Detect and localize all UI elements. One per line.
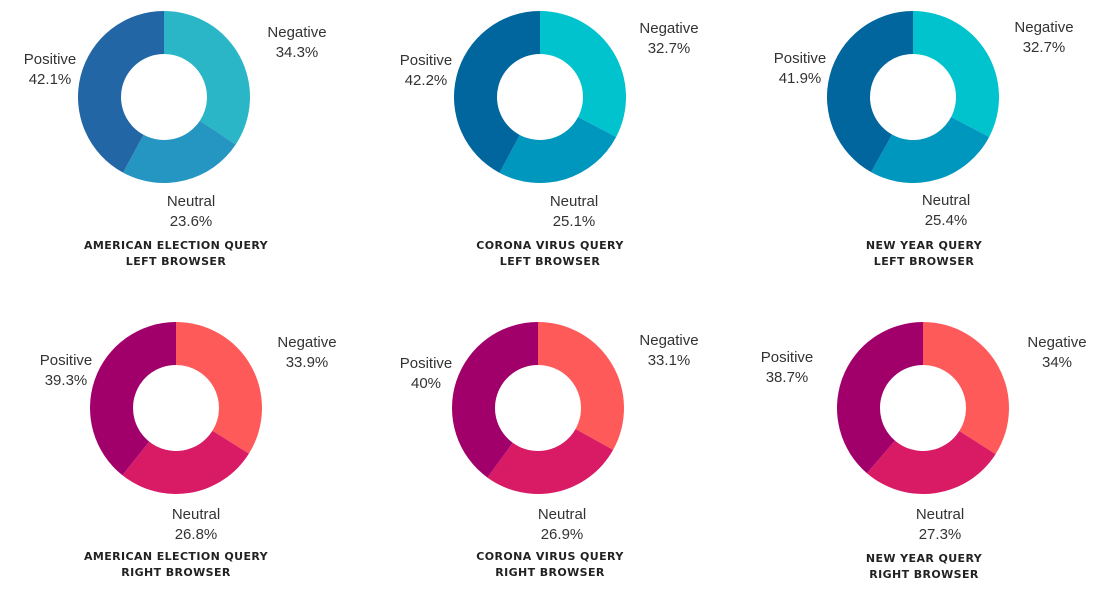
donut-chart: Negative 32.7% Neutral 25.1% Positive 42.2% CO… xyxy=(400,11,699,268)
slice-label-negative: Negative xyxy=(1027,334,1086,351)
slice-label-negative: Negative xyxy=(277,334,336,351)
slice-value-positive: 41.9% xyxy=(779,70,822,87)
donut-slice-neutral xyxy=(487,428,614,494)
slice-value-neutral: 26.8% xyxy=(175,526,218,543)
slice-value-positive: 40% xyxy=(411,375,441,392)
slice-value-negative: 32.7% xyxy=(1023,39,1066,56)
chart-caption-query: NEW YEAR QUERY xyxy=(866,552,983,565)
donut-slice-negative xyxy=(538,322,624,450)
donut-chart: Negative 34% Neutral 27.3% Positive 38.7% NEW … xyxy=(761,322,1087,581)
slice-value-negative: 34.3% xyxy=(276,44,319,61)
slice-label-positive: Positive xyxy=(24,51,77,68)
slice-label-neutral: Neutral xyxy=(167,193,215,210)
slice-label-positive: Positive xyxy=(761,349,814,366)
donut-slice-positive xyxy=(454,11,540,173)
slice-value-neutral: 25.4% xyxy=(925,212,968,229)
slice-label-neutral: Neutral xyxy=(916,506,964,523)
chart-caption-browser: LEFT BROWSER xyxy=(500,255,601,268)
slice-label-positive: Positive xyxy=(40,352,93,369)
donut-slice-negative xyxy=(913,10,999,138)
donut-chart: Negative 32.7% Neutral 25.4% Positive 41.9% NE… xyxy=(774,10,1074,268)
donut-slice-neutral xyxy=(866,431,996,494)
chart-caption-query: CORONA VIRUS QUERY xyxy=(476,239,624,252)
slice-label-neutral: Neutral xyxy=(538,506,586,523)
donut-chart: Negative 33.9% Neutral 26.8% Positive 39.3% AM… xyxy=(40,322,337,579)
chart-caption-browser: LEFT BROWSER xyxy=(874,255,975,268)
slice-label-negative: Negative xyxy=(267,24,326,41)
slice-label-negative: Negative xyxy=(639,332,698,349)
donut-slice-neutral xyxy=(123,120,236,183)
donut-slice-negative xyxy=(164,11,251,145)
donut-slice-neutral xyxy=(122,430,249,495)
slice-label-positive: Positive xyxy=(774,50,827,67)
slice-value-neutral: 23.6% xyxy=(170,213,213,230)
donut-slice-positive xyxy=(89,322,176,476)
donut-slice-negative xyxy=(923,322,1010,455)
chart-caption-query: AMERICAN ELECTION QUERY xyxy=(84,550,269,563)
donut-slice-positive xyxy=(836,322,923,474)
slice-value-neutral: 25.1% xyxy=(553,213,596,230)
slice-value-positive: 39.3% xyxy=(45,372,88,389)
slice-label-positive: Positive xyxy=(400,52,453,69)
chart-caption-browser: RIGHT BROWSER xyxy=(495,566,605,579)
slice-label-positive: Positive xyxy=(400,355,453,372)
slice-value-positive: 38.7% xyxy=(766,369,809,386)
slice-value-neutral: 27.3% xyxy=(919,526,962,543)
donut-chart: Negative 33.1% Neutral 26.9% Positive 40% CORO… xyxy=(400,322,699,579)
donut-slice-neutral xyxy=(499,117,617,183)
chart-caption-browser: LEFT BROWSER xyxy=(126,255,227,268)
slice-value-positive: 42.1% xyxy=(29,71,72,88)
slice-value-negative: 33.1% xyxy=(648,352,691,369)
chart-caption-browser: RIGHT BROWSER xyxy=(869,568,979,581)
chart-caption-browser: RIGHT BROWSER xyxy=(121,566,231,579)
slice-label-neutral: Neutral xyxy=(922,192,970,209)
donut-slice-negative xyxy=(540,11,626,138)
donut-slice-negative xyxy=(176,322,263,454)
donut-slice-positive xyxy=(78,11,164,173)
chart-caption-query: AMERICAN ELECTION QUERY xyxy=(84,239,269,252)
chart-caption-query: CORONA VIRUS QUERY xyxy=(476,550,624,563)
slice-value-negative: 33.9% xyxy=(286,354,329,371)
slice-label-neutral: Neutral xyxy=(550,193,598,210)
slice-value-negative: 34% xyxy=(1042,354,1072,371)
slice-value-neutral: 26.9% xyxy=(541,526,584,543)
donut-slice-positive xyxy=(452,322,538,478)
donut-slice-neutral xyxy=(871,117,990,183)
donut-slice-positive xyxy=(827,11,913,173)
donut-chart: Negative 34.3% Neutral 23.6% Positive 42.1% AM… xyxy=(24,11,327,268)
slice-label-neutral: Neutral xyxy=(172,506,220,523)
slice-value-positive: 42.2% xyxy=(405,72,448,89)
slice-value-negative: 32.7% xyxy=(648,40,691,57)
slice-label-negative: Negative xyxy=(639,20,698,37)
chart-caption-query: NEW YEAR QUERY xyxy=(866,239,983,252)
slice-label-negative: Negative xyxy=(1014,19,1073,36)
